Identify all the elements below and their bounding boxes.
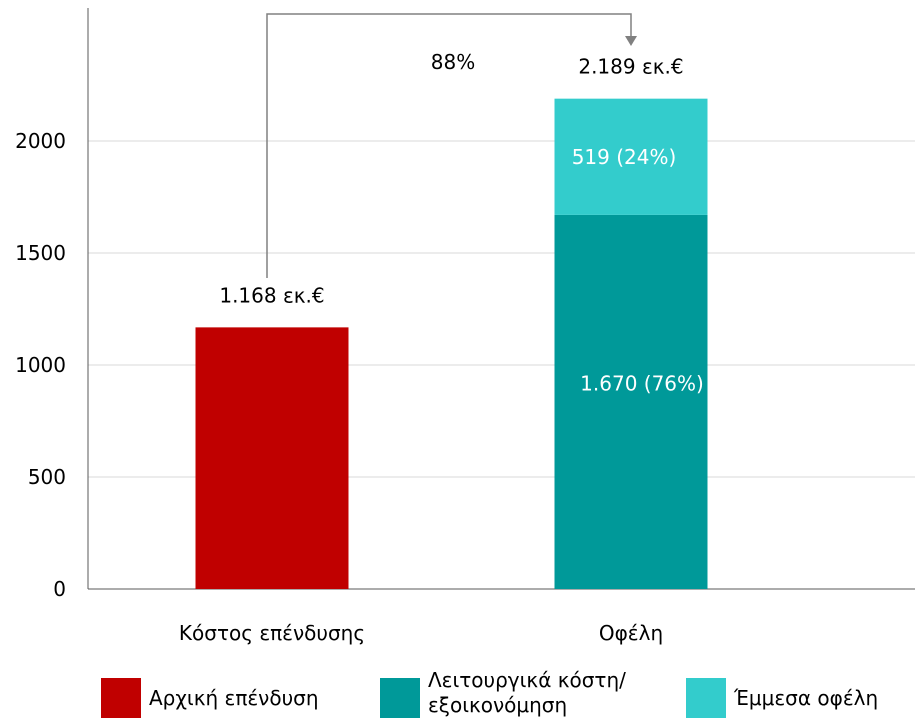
legend-swatch [101,678,141,718]
y-tick-label: 2000 [15,129,66,153]
chart: 0 500 1000 1500 2000 1.168 εκ.€ 2.189 εκ.€ 1.6… [15,8,915,645]
total-label: 1.168 εκ.€ [219,283,324,307]
bars [195,98,708,590]
segment-label: 519 (24%) [572,145,677,169]
x-axis: Κόστος επένδυσης Οφέλη [179,621,663,645]
y-tick-label: 1000 [15,353,66,377]
legend-swatch [380,678,420,718]
total-label: 2.189 εκ.€ [578,55,683,79]
bar-segment [554,98,708,215]
arrow-line [266,13,632,278]
x-category-label: Οφέλη [599,621,663,645]
y-tick-label: 500 [28,465,66,489]
legend-label: Λειτουργικά κόστη/εξοικονόμηση [428,668,626,717]
segment-label: 1.670 (76%) [580,371,704,395]
legend-item-initial-investment: Αρχική επένδυση [101,678,319,718]
arrow-head [625,36,637,46]
annotation-label: 88% [431,50,475,74]
y-tick-label: 0 [53,577,66,601]
legend-label: Έμμεσα οφέλη [734,685,879,710]
data-labels: 1.168 εκ.€ 2.189 εκ.€ 1.670 (76%) 519 (24%) [219,55,703,396]
y-axis: 0 500 1000 1500 2000 [15,8,915,601]
comparison-arrow: 88% [266,13,637,278]
legend-item-indirect-benefits: Έμμεσα οφέλη [686,678,878,718]
legend-item-operating-costs: Λειτουργικά κόστη/εξοικονόμηση [380,668,658,718]
x-category-label: Κόστος επένδυσης [179,621,365,645]
legend-label: Αρχική επένδυση [149,685,319,710]
bar-segment [195,327,349,589]
legend: Αρχική επένδυση Λειτουργικά κόστη/εξοικο… [0,664,919,724]
bar-segment [554,214,708,590]
y-tick-label: 1500 [15,241,66,265]
legend-swatch [686,678,726,718]
